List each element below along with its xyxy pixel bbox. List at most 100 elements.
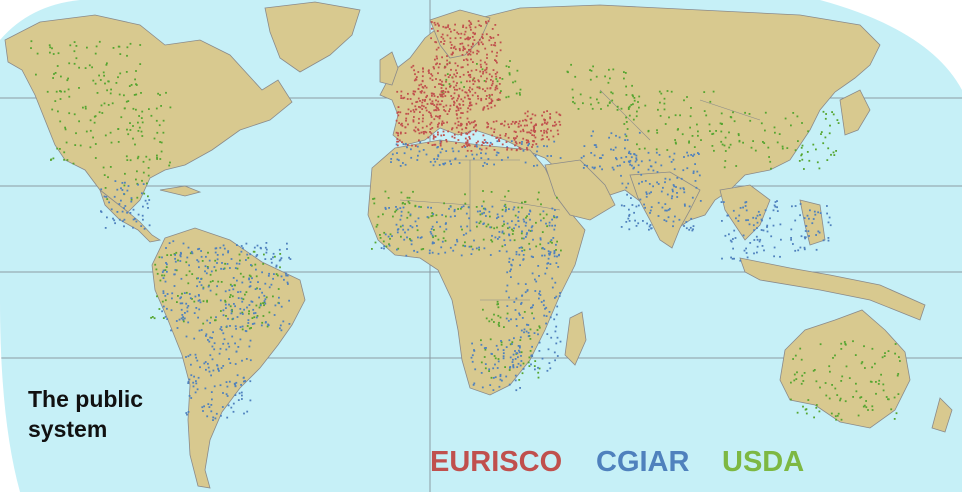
site-point — [268, 286, 271, 289]
site-point — [267, 323, 269, 326]
site-point — [520, 351, 523, 354]
site-point — [125, 71, 128, 73]
site-point — [94, 82, 97, 85]
site-point — [56, 65, 59, 67]
site-point — [644, 180, 647, 182]
site-point — [286, 274, 289, 277]
site-point — [735, 165, 738, 167]
site-point — [402, 228, 405, 231]
site-point — [414, 145, 417, 147]
site-point — [395, 209, 398, 212]
site-point — [462, 24, 465, 27]
site-point — [715, 130, 717, 132]
site-point — [483, 347, 486, 349]
site-point — [482, 165, 484, 167]
site-point — [476, 52, 478, 55]
site-point — [832, 151, 835, 154]
site-point — [485, 147, 488, 150]
site-point — [441, 93, 443, 96]
site-point — [499, 316, 502, 319]
site-point — [625, 116, 627, 119]
site-point — [421, 79, 424, 82]
site-point — [462, 104, 465, 106]
site-point — [770, 235, 773, 238]
site-point — [752, 140, 754, 142]
site-point — [494, 44, 497, 47]
site-point — [256, 287, 258, 290]
site-point — [790, 228, 793, 231]
site-point — [454, 62, 457, 65]
site-point — [525, 139, 528, 141]
site-point — [893, 396, 896, 399]
site-point — [520, 355, 522, 357]
site-point — [548, 311, 551, 313]
site-point — [243, 380, 245, 383]
site-point — [494, 73, 497, 75]
site-point — [495, 75, 498, 78]
site-point — [882, 383, 885, 386]
site-point — [270, 261, 273, 264]
site-point — [237, 346, 240, 348]
site-point — [198, 294, 200, 297]
site-point — [514, 309, 517, 311]
site-point — [75, 45, 78, 47]
site-point — [226, 416, 229, 419]
site-point — [407, 200, 410, 203]
site-point — [505, 250, 508, 253]
site-point — [112, 217, 114, 220]
site-point — [406, 236, 408, 239]
site-point — [645, 195, 648, 198]
site-point — [181, 302, 184, 305]
site-point — [148, 224, 151, 227]
site-point — [241, 359, 243, 362]
site-point — [456, 64, 459, 67]
site-point — [444, 251, 447, 254]
site-point — [106, 198, 109, 200]
site-point — [724, 234, 727, 237]
site-point — [156, 158, 158, 160]
site-point — [878, 379, 881, 382]
site-point — [216, 254, 219, 256]
site-point — [530, 255, 533, 258]
site-point — [590, 69, 593, 72]
site-point — [118, 45, 121, 48]
site-point — [794, 149, 797, 152]
site-point — [504, 244, 506, 246]
site-point — [142, 160, 145, 163]
site-point — [209, 322, 211, 324]
site-point — [464, 193, 466, 196]
country-borders — [399, 89, 761, 301]
site-point — [462, 26, 464, 28]
map-caption: The public system — [28, 384, 143, 444]
site-point — [485, 33, 488, 36]
site-point — [135, 83, 137, 86]
site-point — [480, 339, 482, 342]
site-point — [175, 269, 178, 272]
site-point — [759, 238, 762, 241]
site-point — [416, 229, 419, 232]
site-point — [112, 47, 115, 49]
site-point — [220, 367, 223, 369]
site-point — [142, 171, 145, 174]
site-point — [467, 36, 469, 39]
site-point — [148, 199, 151, 201]
site-point — [555, 216, 558, 219]
site-point — [470, 69, 473, 72]
site-point — [407, 228, 410, 231]
site-point — [432, 164, 435, 167]
site-point — [761, 245, 764, 247]
site-point — [414, 130, 417, 133]
site-point — [474, 130, 477, 133]
site-point — [497, 323, 500, 326]
site-point — [123, 184, 126, 187]
site-point — [519, 339, 522, 341]
site-point — [442, 162, 445, 165]
site-point — [670, 197, 673, 200]
site-point — [812, 218, 815, 220]
site-point — [480, 343, 483, 346]
site-point — [419, 141, 422, 144]
site-point — [520, 303, 522, 305]
site-point — [434, 143, 437, 146]
site-point — [526, 215, 528, 218]
